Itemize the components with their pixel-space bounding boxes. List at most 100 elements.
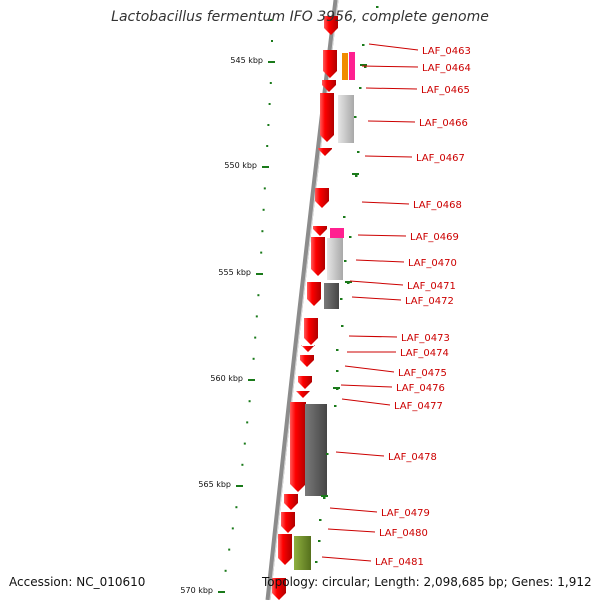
cds-arrow <box>318 148 332 156</box>
kbp-tick <box>268 61 275 63</box>
gene-label: LAF_0464 <box>422 63 471 74</box>
gene-label: LAF_0470 <box>408 258 457 269</box>
track-dot <box>349 236 352 238</box>
gene-label: LAF_0463 <box>422 46 471 57</box>
track-dash <box>333 387 340 389</box>
minor-tick <box>266 145 269 147</box>
track-dot <box>326 453 329 455</box>
gene-label: LAF_0471 <box>407 281 456 292</box>
minor-tick <box>269 82 272 84</box>
cds-arrow <box>290 402 306 492</box>
kbp-tick <box>218 591 225 593</box>
gene-label: LAF_0469 <box>410 232 459 243</box>
minor-tick <box>224 569 227 572</box>
track-dot <box>343 216 346 218</box>
minor-tick <box>270 19 272 21</box>
gene-label: LAF_0474 <box>400 348 449 359</box>
minor-tick <box>271 40 273 42</box>
cds-arrow <box>296 391 310 398</box>
kbp-tick <box>256 273 263 275</box>
track-dot <box>323 497 326 499</box>
gene-leader-line <box>368 43 419 51</box>
gene-feature-magenta <box>349 52 355 80</box>
kbp-label: 560 kbp <box>210 374 243 383</box>
map-title: Lactobacillus fermentum IFO 3956, comple… <box>111 9 489 25</box>
gene-feature-dark <box>324 283 339 309</box>
track-dot <box>359 87 362 89</box>
kbp-label: 545 kbp <box>230 56 263 65</box>
gene-leader-line <box>335 451 385 457</box>
gene-label: LAF_0468 <box>413 200 462 211</box>
gene-feature-light <box>338 95 354 143</box>
gene-leader-line <box>361 201 410 205</box>
gene-leader-line <box>357 234 407 237</box>
minor-tick <box>268 103 271 105</box>
minor-tick <box>228 548 231 551</box>
cds-arrow <box>324 16 338 35</box>
gene-leader-line <box>329 507 378 513</box>
cds-arrow <box>300 355 314 367</box>
track-dash <box>321 495 328 497</box>
cds-arrow <box>307 282 321 306</box>
cds-arrow <box>322 80 336 92</box>
minor-tick <box>231 527 234 530</box>
minor-tick <box>261 230 264 233</box>
gene-leader-line <box>321 556 372 562</box>
track-dash <box>345 281 352 283</box>
kbp-tick <box>248 379 255 381</box>
gene-label: LAF_0479 <box>381 508 430 519</box>
minor-tick <box>235 506 238 509</box>
track-dot <box>318 540 321 542</box>
track-dot <box>355 175 358 177</box>
topology-text: Topology: circular; Length: 2,098,685 bp… <box>262 575 592 589</box>
track-dot <box>354 116 357 118</box>
gene-leader-line <box>367 120 416 123</box>
gene-label: LAF_0467 <box>416 153 465 164</box>
cds-arrow <box>315 188 329 208</box>
track-dot <box>336 349 339 351</box>
cds-arrow <box>272 578 286 600</box>
track-dot <box>336 370 339 372</box>
gene-leader-line <box>341 398 391 406</box>
minor-tick <box>241 463 244 466</box>
minor-tick <box>262 208 265 211</box>
gene-label: LAF_0480 <box>379 528 428 539</box>
cds-arrow <box>301 345 315 352</box>
gene-feature-magenta <box>330 228 344 238</box>
gene-label: LAF_0475 <box>398 368 447 379</box>
cds-arrow <box>281 512 295 533</box>
minor-tick <box>267 124 270 126</box>
minor-tick <box>252 357 255 360</box>
cds-arrow <box>320 93 334 142</box>
gene-feature-light <box>327 238 343 280</box>
gene-leader-line <box>349 280 404 286</box>
gene-leader-line <box>344 365 395 373</box>
gene-leader-line <box>365 87 418 90</box>
minor-tick <box>260 251 263 254</box>
cds-arrow <box>278 534 292 565</box>
gene-label: LAF_0473 <box>401 333 450 344</box>
kbp-label: 570 kbp <box>180 586 213 595</box>
track-dot <box>334 405 337 407</box>
gene-leader-line <box>355 259 405 263</box>
gene-feature-olive <box>294 536 311 570</box>
minor-tick <box>246 421 249 424</box>
track-dot <box>341 325 344 327</box>
gene-leader-line <box>361 65 419 68</box>
kbp-label: 550 kbp <box>224 161 257 170</box>
minor-tick <box>257 294 260 297</box>
track-dot <box>344 260 347 262</box>
track-dot <box>376 6 379 8</box>
gene-leader-line <box>351 296 402 301</box>
minor-tick <box>263 187 266 190</box>
kbp-label: 565 kbp <box>198 480 231 489</box>
track-dot <box>362 44 365 46</box>
minor-tick <box>248 400 251 403</box>
cds-arrow <box>313 226 327 236</box>
track-dot <box>340 298 343 300</box>
minor-tick <box>254 336 257 339</box>
track-dash <box>360 64 367 66</box>
track-dot <box>364 66 367 68</box>
gene-label: LAF_0476 <box>396 383 445 394</box>
